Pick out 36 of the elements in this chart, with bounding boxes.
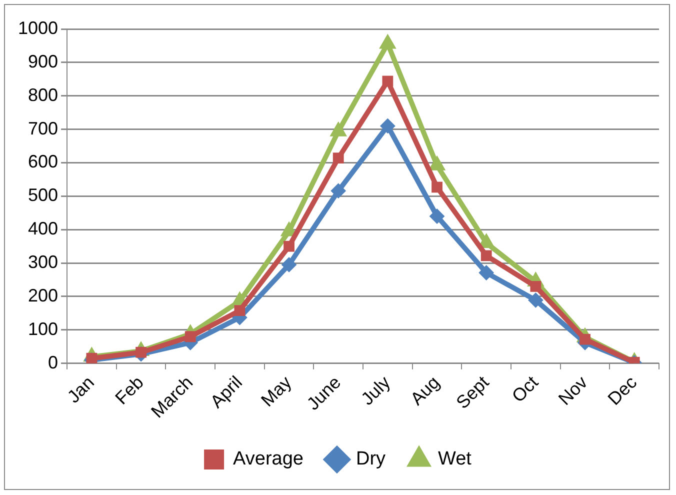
x-tick-label: Nov — [554, 372, 592, 409]
point — [234, 305, 246, 316]
y-tick-label: 600 — [28, 152, 58, 172]
x-tick-label: Aug — [406, 372, 444, 409]
y-tick-label: 700 — [28, 118, 58, 138]
y-tick-label: 400 — [28, 218, 58, 239]
point — [382, 76, 394, 87]
y-tick-label: 900 — [28, 51, 58, 72]
x-tick-label: Jan — [63, 372, 98, 407]
y-tick-label: 1000 — [18, 18, 58, 38]
y-tick-label: 300 — [28, 252, 58, 272]
y-tick-label: 500 — [28, 185, 58, 206]
point — [432, 182, 442, 193]
x-tick-label: May — [257, 372, 296, 410]
x-tick-label: July — [357, 372, 394, 409]
x-tick-label: Feb — [111, 372, 148, 408]
point — [184, 331, 196, 342]
point — [380, 118, 396, 134]
legend-label: Average — [233, 448, 304, 470]
x-tick-label: Oct — [508, 372, 542, 406]
point — [478, 265, 494, 280]
x-tick-label: Dec — [604, 372, 641, 409]
point — [332, 152, 344, 164]
y-tick-label: 100 — [28, 318, 58, 339]
point — [330, 183, 346, 198]
y-tick-label: 800 — [28, 84, 58, 105]
point — [284, 240, 294, 252]
point — [528, 292, 544, 308]
legend-label: Wet — [438, 448, 472, 470]
point — [282, 257, 297, 272]
y-tick-label: 0 — [48, 352, 58, 372]
y-tick-label: 200 — [28, 285, 58, 306]
point — [430, 208, 445, 224]
legend-label: Dry — [356, 448, 386, 470]
point — [480, 250, 492, 262]
point — [530, 281, 542, 292]
